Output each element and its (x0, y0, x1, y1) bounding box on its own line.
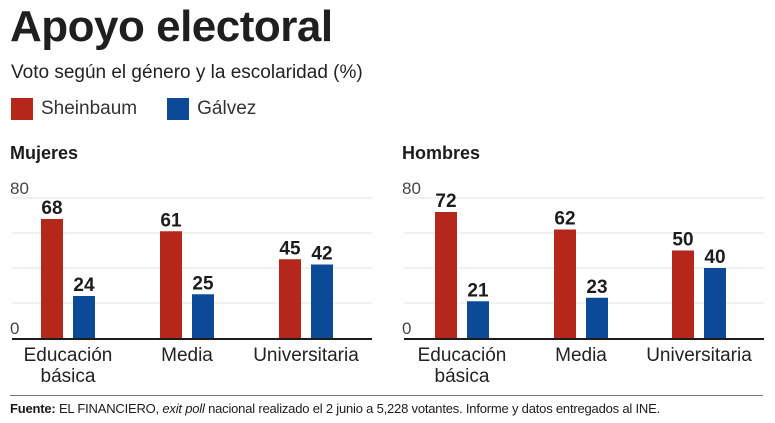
x-tick-label-educacion-basica-line1: Educación (24, 345, 113, 366)
x-tick-label-media: Media (161, 345, 213, 366)
x-tick-label-educacion-basica-line2: básica (41, 366, 96, 387)
chart-panel-hombres: Hombres 80 0 72 21 Educación básica 62 23 Media 5… (402, 140, 774, 390)
bar-galvez-universitaria (704, 268, 726, 338)
data-label-sheinbaum-universitaria: 50 (672, 230, 693, 251)
chart-subtitle: Voto según el género y la escolaridad (%… (11, 62, 363, 83)
x-tick-label-educacion-basica-line1: Educación (418, 345, 507, 366)
data-label-galvez-educacion-basica: 24 (73, 275, 95, 296)
chart-panel-mujeres: Mujeres 80 0 68 24 Educación básica 61 25 Media 4… (10, 140, 382, 390)
bar-sheinbaum-media (160, 231, 182, 338)
data-label-sheinbaum-media: 61 (160, 210, 182, 231)
legend-label-galvez: Gálvez (197, 98, 257, 119)
bar-sheinbaum-educacion-basica (41, 219, 63, 338)
bar-sheinbaum-universitaria (279, 259, 301, 338)
source-text-1: EL FINANCIERO, (55, 401, 163, 416)
bar-sheinbaum-universitaria (672, 250, 694, 338)
source-note: Fuente: EL FINANCIERO, exit poll naciona… (10, 401, 660, 416)
source-text-2: nacional realizado el 2 junio a 5,228 vo… (204, 401, 660, 416)
bar-sheinbaum-educacion-basica (435, 212, 457, 338)
bar-galvez-educacion-basica (73, 296, 95, 338)
bar-galvez-educacion-basica (467, 301, 489, 338)
x-tick-label-media: Media (555, 345, 607, 366)
chart-title: Apoyo electoral (10, 2, 333, 51)
panel-title-mujeres: Mujeres (10, 143, 79, 163)
data-label-sheinbaum-educacion-basica: 72 (435, 191, 456, 212)
bar-galvez-media (192, 294, 214, 338)
data-label-sheinbaum-educacion-basica: 68 (41, 198, 62, 219)
source-label: Fuente: (10, 401, 56, 416)
x-tick-label-universitaria: Universitaria (253, 345, 359, 366)
legend: Sheinbaum Gálvez (11, 98, 286, 120)
legend-swatch-sheinbaum (11, 98, 33, 120)
x-tick-label-educacion-basica-line2: básica (435, 366, 490, 387)
y-tick-label-0: 0 (10, 319, 19, 338)
legend-swatch-galvez (167, 98, 190, 120)
legend-item-galvez: Gálvez (167, 98, 256, 120)
y-tick-label-80: 80 (402, 179, 421, 198)
legend-label-sheinbaum: Sheinbaum (41, 98, 138, 119)
data-label-galvez-media: 25 (192, 273, 214, 294)
panel-title-hombres: Hombres (402, 143, 481, 163)
legend-item-sheinbaum: Sheinbaum (11, 98, 137, 120)
source-text-italic: exit poll (162, 401, 205, 416)
data-label-galvez-universitaria: 40 (704, 247, 725, 268)
y-tick-label-0: 0 (402, 319, 411, 338)
bar-galvez-media (586, 297, 608, 338)
footer-divider (10, 395, 763, 396)
data-label-sheinbaum-universitaria: 45 (279, 238, 301, 259)
bar-galvez-universitaria (311, 264, 333, 338)
data-label-galvez-universitaria: 42 (311, 244, 332, 265)
data-label-sheinbaum-media: 62 (554, 209, 575, 230)
x-tick-label-universitaria: Universitaria (646, 345, 752, 366)
bar-sheinbaum-media (554, 229, 576, 338)
y-tick-label-80: 80 (10, 179, 29, 198)
data-label-galvez-media: 23 (586, 277, 607, 298)
data-label-galvez-educacion-basica: 21 (467, 280, 489, 301)
